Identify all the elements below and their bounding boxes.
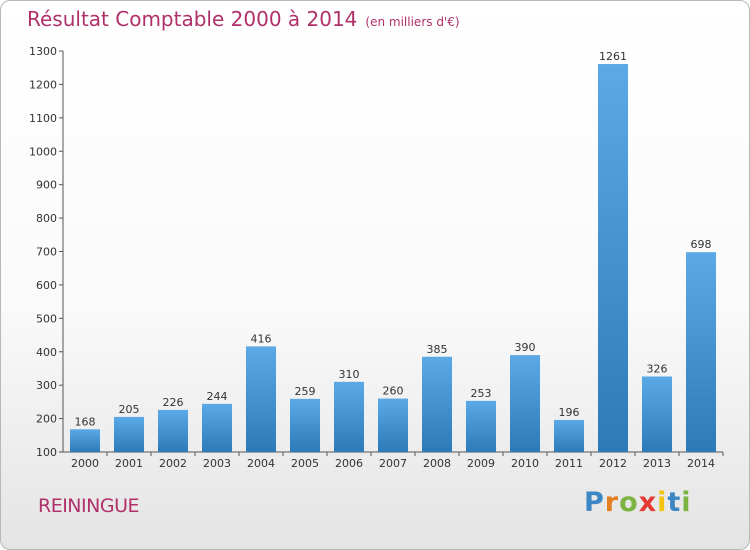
x-tick-label: 2002 [159,457,187,470]
bar [598,64,628,452]
bar-value-label: 385 [427,343,448,356]
x-tick-label: 2006 [335,457,363,470]
y-tick-label: 100 [36,446,57,459]
bar-value-label: 326 [647,362,668,375]
bar-value-label: 168 [75,415,96,428]
x-tick-label: 2005 [291,457,319,470]
x-tick-label: 2010 [511,457,539,470]
x-tick-label: 2000 [71,457,99,470]
bar [466,400,496,452]
bar-value-label: 244 [207,390,228,403]
y-tick-label: 400 [36,346,57,359]
y-tick-label: 300 [36,379,57,392]
y-tick-label: 1000 [29,145,57,158]
bar [378,398,408,452]
bar [114,416,144,452]
bar-value-label: 196 [559,406,580,419]
bar [290,398,320,452]
commune-name: REININGUE [38,495,139,517]
title-text: Résultat Comptable 2000 à 2014 [27,7,358,31]
y-tick-label: 700 [36,246,57,259]
bar [422,356,452,452]
chart-axes: 100 200 300 400 500 600 700 800 900 1000 1100 1200 1… [29,45,724,459]
bar [334,381,364,452]
x-tick-label: 2014 [687,457,715,470]
y-tick-label: 200 [36,413,57,426]
bar-value-label: 1261 [599,50,627,63]
bar-value-label: 226 [163,396,184,409]
chart-subtitle: (en milliers d'€) [365,15,460,29]
bar [554,419,584,452]
proxiti-logo: Proxiti [584,487,692,518]
y-tick-label: 800 [36,212,57,225]
bar [686,252,716,452]
chart-bars [70,64,716,452]
x-tick-label: 2007 [379,457,407,470]
bar-value-label: 310 [339,368,360,381]
chart-title: Résultat Comptable 2000 à 2014 (en millie… [27,7,460,31]
bar-value-label: 390 [515,341,536,354]
bar-value-label: 205 [119,403,140,416]
bar-value-label: 259 [295,385,316,398]
chart-labels: 168 2000 205 2001 226 2002 244 2003 416 2004 259 20… [71,50,715,470]
x-tick-label: 2011 [555,457,583,470]
bar [158,409,188,452]
x-tick-label: 2012 [599,457,627,470]
y-tick-label: 1100 [29,112,57,125]
y-tick-label: 1200 [29,78,57,91]
y-tick-label: 600 [36,279,57,292]
x-tick-label: 2001 [115,457,143,470]
bar-value-label: 698 [691,238,712,251]
bar-value-label: 253 [471,387,492,400]
bar [642,376,672,452]
x-tick-label: 2009 [467,457,495,470]
bar [246,346,276,452]
bar [202,403,232,452]
y-tick-label: 500 [36,312,57,325]
bar [70,429,100,452]
x-tick-label: 2004 [247,457,275,470]
x-tick-label: 2013 [643,457,671,470]
bar-value-label: 416 [251,332,272,345]
bar [510,355,540,452]
x-tick-label: 2003 [203,457,231,470]
bar-value-label: 260 [383,385,404,398]
x-tick-label: 2008 [423,457,451,470]
y-tick-label: 900 [36,179,57,192]
y-tick-label: 1300 [29,45,57,58]
